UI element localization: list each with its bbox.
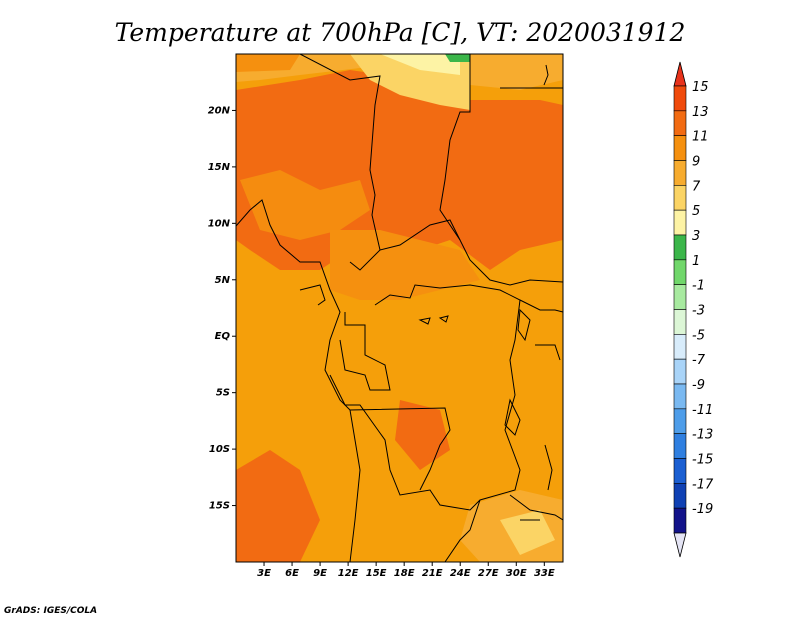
credit-label: GrADS: IGES/COLA bbox=[4, 606, 97, 616]
y-tick-label: 15S bbox=[209, 501, 230, 512]
colorbar-segment bbox=[673, 358, 687, 385]
colorbar-label: -9 bbox=[692, 378, 705, 393]
colorbar-label: -3 bbox=[692, 304, 705, 319]
field-region-3-5-sahara bbox=[380, 54, 460, 75]
field-region-11-13-southwest bbox=[236, 450, 320, 562]
field-region-1-3-sahara bbox=[445, 54, 470, 62]
x-tick-label: 15E bbox=[366, 568, 387, 579]
colorbar-label: -13 bbox=[692, 428, 713, 443]
colorbar-label: -19 bbox=[692, 502, 713, 517]
colorbar-label: -7 bbox=[692, 353, 706, 368]
colorbar-segment bbox=[673, 383, 687, 410]
colorbar-label: 15 bbox=[692, 80, 709, 95]
colorbar-bottom-arrow bbox=[673, 532, 687, 558]
map-frame bbox=[235, 53, 564, 563]
colorbar-segment bbox=[673, 309, 687, 335]
y-tick-label: 10S bbox=[209, 444, 230, 455]
field-patch-9-11-central bbox=[330, 230, 480, 300]
x-tick-label: 27E bbox=[478, 568, 499, 579]
x-tick-label: 21E bbox=[422, 568, 443, 579]
colorbar-segment bbox=[673, 185, 687, 211]
colorbar-label: -11 bbox=[692, 403, 713, 418]
colorbar-segment bbox=[673, 259, 687, 285]
colorbar: 15 13 11 9 7 5 3 1 -1 -3 -5 -7 -9 -11 -13 -15 -17 -19 bbox=[673, 61, 714, 558]
colorbar-segment bbox=[673, 209, 687, 236]
colorbar-label: 13 bbox=[692, 105, 709, 120]
y-tick-label: 10N bbox=[208, 218, 231, 229]
colorbar-label: 11 bbox=[692, 130, 709, 145]
y-tick-label: 5N bbox=[215, 275, 231, 286]
colorbar-segment bbox=[673, 433, 687, 459]
field-patch-9-11-west bbox=[240, 170, 370, 240]
longitude-axis: 3E 6E 9E 12E 15E 18E 21E 24E 27E 30E 33E bbox=[257, 562, 555, 579]
colorbar-label: 9 bbox=[692, 155, 700, 170]
y-tick-label: 5S bbox=[216, 388, 230, 399]
colorbar-label: 5 bbox=[692, 204, 700, 219]
map-title: Temperature at 700hPa [C], VT: 202003191… bbox=[115, 18, 686, 47]
colorbar-segment bbox=[673, 483, 687, 509]
colorbar-segment bbox=[673, 160, 687, 186]
colorbar-segment bbox=[673, 507, 687, 534]
x-tick-label: 6E bbox=[285, 568, 299, 579]
field-region-9-11-northwest bbox=[236, 54, 300, 72]
colorbar-top-arrow bbox=[673, 61, 687, 87]
colorbar-segment bbox=[673, 284, 687, 310]
colorbar-label: -17 bbox=[692, 477, 714, 492]
x-tick-label: 12E bbox=[338, 568, 359, 579]
colorbar-label: -1 bbox=[692, 279, 705, 294]
colorbar-segment bbox=[673, 334, 687, 360]
colorbar-segment bbox=[673, 458, 687, 484]
colorbar-segment bbox=[673, 135, 687, 161]
x-tick-label: 33E bbox=[534, 568, 555, 579]
x-tick-label: 9E bbox=[313, 568, 327, 579]
colorbar-segment bbox=[673, 110, 687, 136]
temperature-field bbox=[236, 54, 563, 562]
x-tick-label: 30E bbox=[506, 568, 527, 579]
colorbar-segment bbox=[673, 85, 687, 112]
colorbar-label: 1 bbox=[692, 254, 700, 269]
colorbar-label: -5 bbox=[692, 328, 705, 343]
y-tick-label: 15N bbox=[208, 162, 231, 173]
x-tick-label: 18E bbox=[394, 568, 415, 579]
x-tick-label: 3E bbox=[257, 568, 271, 579]
latitude-axis: 20N 15N 10N 5N EQ 5S 10S 15S bbox=[208, 105, 236, 512]
y-tick-label: EQ bbox=[215, 331, 231, 342]
colorbar-label: -15 bbox=[692, 453, 713, 468]
political-boundaries bbox=[236, 54, 563, 562]
colorbar-label: 7 bbox=[692, 179, 701, 194]
x-tick-label: 24E bbox=[450, 568, 471, 579]
colorbar-segment bbox=[673, 234, 687, 261]
y-tick-label: 20N bbox=[208, 105, 231, 116]
colorbar-label: 3 bbox=[692, 229, 700, 244]
field-region-5-7-southeast bbox=[500, 510, 555, 555]
field-region-11-13-south-central bbox=[395, 400, 450, 470]
colorbar-segment bbox=[673, 408, 687, 434]
